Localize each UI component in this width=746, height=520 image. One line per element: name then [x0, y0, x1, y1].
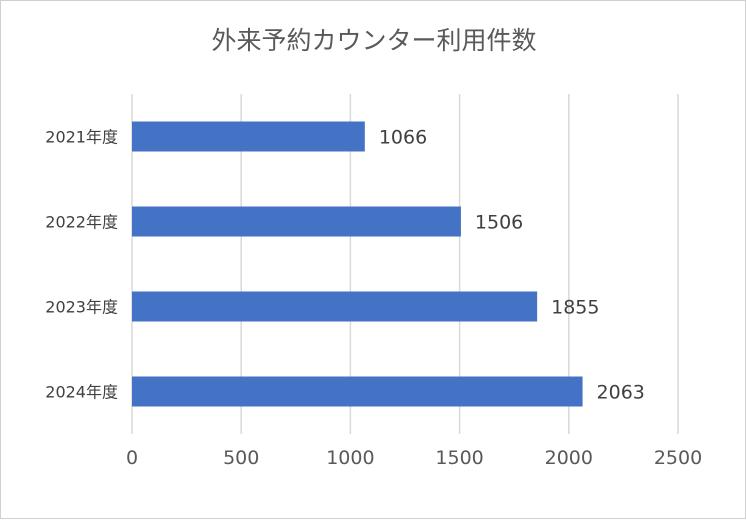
x-tick-1500: 1500	[435, 447, 483, 469]
data-label-2023年度: 1855	[551, 297, 599, 319]
x-tick-500: 500	[223, 447, 259, 469]
x-tick-0: 0	[126, 447, 138, 469]
bar-2023年度	[132, 291, 538, 322]
bar-2024年度	[132, 376, 583, 407]
data-label-2022年度: 1506	[475, 212, 523, 234]
category-label-2022年度: 2022年度	[45, 213, 118, 232]
bar-2021年度	[132, 121, 365, 152]
x-tick-2000: 2000	[545, 447, 593, 469]
bar-2022年度	[132, 206, 461, 237]
data-labels: 1066 1506 1855 2063	[379, 127, 645, 404]
data-label-2024年度: 2063	[597, 382, 645, 404]
x-axis-ticks: 0 500 1000 1500 2000 2500	[126, 447, 702, 469]
category-label-2023年度: 2023年度	[45, 298, 118, 317]
bars	[132, 121, 583, 407]
x-tick-1000: 1000	[326, 447, 374, 469]
data-label-2021年度: 1066	[379, 127, 427, 149]
category-label-2021年度: 2021年度	[45, 128, 118, 147]
chart-title: 外来予約カウンター利用件数	[211, 26, 536, 55]
x-tick-2500: 2500	[654, 447, 702, 469]
category-label-2024年度: 2024年度	[45, 383, 118, 402]
category-labels: 2021年度 2022年度 2023年度 2024年度	[45, 128, 118, 402]
